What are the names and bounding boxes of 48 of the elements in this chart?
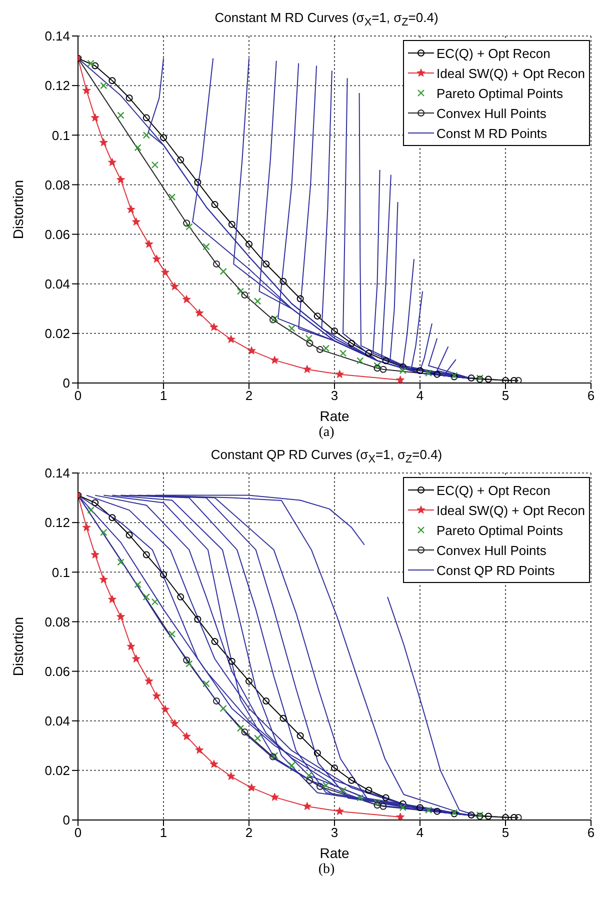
- x-tick-label: 1: [160, 388, 168, 404]
- y-tick-label: 0: [62, 376, 70, 391]
- x-tick-label: 6: [587, 825, 595, 840]
- y-tick-label: 0.1: [52, 128, 70, 143]
- legend-label: Convex Hull Points: [436, 542, 546, 558]
- legend-label: Pareto Optimal Points: [436, 522, 563, 538]
- x-tick-label: 2: [245, 388, 253, 404]
- x-tick-label: 2: [245, 825, 253, 840]
- y-tick-label: 0.02: [44, 326, 70, 342]
- legend-label: Convex Hull Points: [436, 106, 546, 120]
- x-tick-label: 4: [416, 388, 424, 404]
- legend-label: Pareto Optimal Points: [436, 86, 563, 100]
- x-tick-label: 3: [330, 388, 338, 404]
- y-tick-label: 0.06: [44, 664, 70, 679]
- y-tick-label: 0.08: [44, 177, 70, 192]
- x-tick-label: 5: [502, 825, 510, 840]
- text: (b): [317, 862, 336, 879]
- x-tick-label: 0: [74, 825, 82, 840]
- legend-label: EC(Q) + Opt Recon: [436, 482, 550, 498]
- legend-label: Const M RD Points: [436, 126, 548, 140]
- x-axis-title: Rate: [320, 845, 350, 861]
- x-tick-label: 6: [587, 388, 595, 404]
- y-tick-label: 0: [62, 812, 70, 828]
- legend-label: Const QP RD Points: [436, 562, 555, 578]
- x-tick-label: 5: [502, 388, 510, 404]
- y-tick-label: 0.14: [44, 28, 70, 44]
- legend-label: Ideal SW(Q) + Opt Recon: [436, 66, 585, 80]
- x-tick-label: 4: [416, 825, 424, 840]
- chart-title: Constant M RD Curves (σ$_{X}$=1, σ$_{Z}$=0.4): [214, 9, 440, 30]
- y-tick-label: 0.06: [44, 226, 70, 242]
- x-axis-title: Rate: [320, 408, 350, 424]
- x-tick-label: 1: [160, 825, 168, 840]
- y-axis-title: Distortion: [10, 180, 26, 240]
- y-tick-label: 0.04: [44, 276, 70, 292]
- y-tick-label: 0.12: [44, 78, 70, 94]
- y-tick-label: 0.04: [44, 713, 70, 728]
- legend-label: EC(Q) + Opt Recon: [436, 46, 550, 60]
- text: (a): [318, 425, 336, 442]
- x-tick-label: 0: [74, 388, 82, 404]
- y-tick-label: 0.12: [44, 515, 70, 530]
- legend-label: Ideal SW(Q) + Opt Recon: [436, 502, 585, 518]
- y-axis-title: Distortion: [10, 616, 26, 676]
- y-tick-label: 0.1: [52, 564, 70, 580]
- y-tick-label: 0.08: [44, 614, 70, 630]
- x-tick-label: 3: [330, 825, 338, 840]
- chart-title: Constant QP RD Curves (σ$_{X}$=1, σ$_{Z}$=0.4): [210, 446, 444, 467]
- y-tick-label: 0.14: [44, 466, 70, 481]
- y-tick-label: 0.02: [44, 763, 70, 778]
